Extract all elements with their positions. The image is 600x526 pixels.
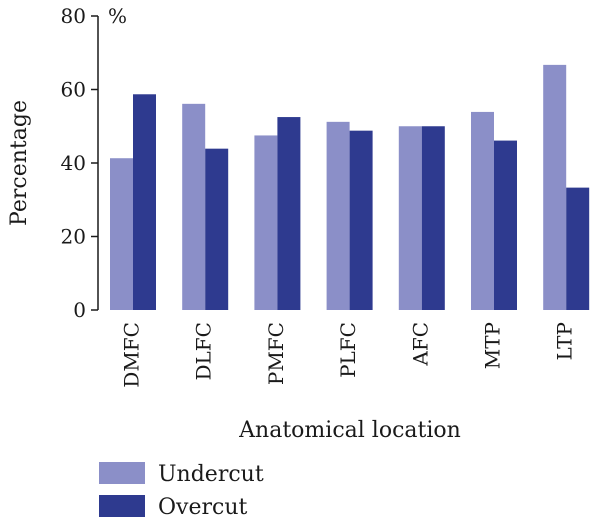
bar-undercut-mtp xyxy=(471,111,494,310)
y-axis-title: Percentage xyxy=(7,100,32,226)
legend-label-overcut: Overcut xyxy=(158,495,247,520)
bar-undercut-plfc xyxy=(326,121,350,310)
bar-overcut-mtp xyxy=(494,140,517,310)
y-tick-label: 80 xyxy=(61,4,86,28)
bar-overcut-dmfc xyxy=(133,94,156,310)
x-tick-label: LTP xyxy=(553,322,577,360)
bar-overcut-plfc xyxy=(349,130,373,310)
y-tick-label: 40 xyxy=(61,151,86,175)
bar-overcut-dlfc xyxy=(205,148,229,310)
x-tick-label: PLFC xyxy=(336,322,360,378)
legend-swatch-overcut xyxy=(99,495,145,517)
bar-undercut-dlfc xyxy=(182,103,206,311)
bar-undercut-dmfc xyxy=(110,158,133,310)
legend-label-undercut: Undercut xyxy=(158,462,264,487)
y-tick-label: 20 xyxy=(61,225,86,249)
bar-overcut-ltp xyxy=(566,187,590,310)
y-unit-label: % xyxy=(108,4,127,28)
bars xyxy=(110,64,590,311)
legend-swatch-undercut xyxy=(99,462,145,484)
x-axis-title: Anatomical location xyxy=(238,418,461,443)
x-tick-label: PMFC xyxy=(264,322,288,385)
legend: Undercut Overcut xyxy=(99,462,264,520)
x-tick-label: DMFC xyxy=(120,322,144,388)
bar-undercut-pmfc xyxy=(254,135,278,310)
y-tick-label: 0 xyxy=(73,298,86,322)
bar-undercut-afc xyxy=(398,126,422,310)
bar-undercut-ltp xyxy=(543,64,567,310)
y-ticks: 0 20 40 60 80 xyxy=(61,4,98,322)
x-tick-label: MTP xyxy=(481,322,505,369)
bar-overcut-pmfc xyxy=(277,117,301,310)
x-tick-label: AFC xyxy=(408,322,432,367)
axes: 0 20 40 60 80 % Percentage xyxy=(7,4,127,322)
x-ticks: DMFC DLFC PMFC PLFC AFC MTP LTP xyxy=(120,322,577,388)
y-tick-label: 60 xyxy=(61,78,86,102)
x-tick-label: DLFC xyxy=(192,322,216,381)
bar-overcut-afc xyxy=(421,126,445,310)
